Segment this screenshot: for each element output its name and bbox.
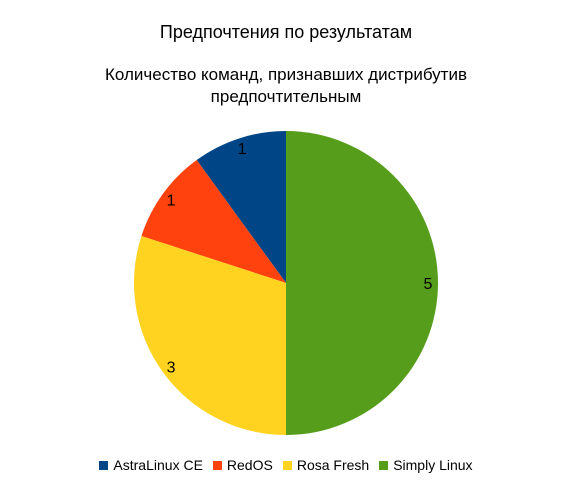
- pie-slice-rosa-fresh: [133, 236, 286, 435]
- chart-title: Предпочтения по результатам: [159, 22, 413, 42]
- legend-item-simply-linux: Simply Linux: [379, 456, 473, 474]
- legend-swatch-simply-linux: [379, 460, 389, 470]
- pie-slice-redos: [141, 160, 286, 283]
- legend-label-redos: RedOS: [226, 457, 273, 473]
- data-label-redos: 1: [167, 193, 176, 210]
- legend-label-rosa-fresh: Rosa Fresh: [296, 457, 370, 473]
- chart-subtitle: Количество команд, признавших дистрибути…: [104, 65, 467, 106]
- legend-label-simply-linux: Simply Linux: [393, 457, 473, 473]
- data-label-rosa-fresh: 3: [167, 359, 176, 376]
- legend-item-astralinux: AstraLinux CE: [99, 456, 203, 474]
- legend-item-rosa-fresh: Rosa Fresh: [282, 456, 370, 474]
- data-label-astralinux: 1: [238, 141, 247, 158]
- legend-item-redos: RedOS: [212, 456, 273, 474]
- legend-swatch-rosa-fresh: [282, 460, 292, 470]
- data-label-simply-linux: 5: [424, 276, 433, 293]
- legend-swatch-astralinux: [99, 460, 109, 470]
- legend-label-astralinux: AstraLinux CE: [113, 457, 203, 473]
- pie-slice-astralinux: [196, 131, 286, 283]
- legend-swatch-redos: [212, 460, 222, 470]
- chart-legend: AstraLinux CE RedOS Rosa Fresh Simply Li…: [0, 456, 572, 474]
- pie-slice-simply-linux: [286, 131, 438, 435]
